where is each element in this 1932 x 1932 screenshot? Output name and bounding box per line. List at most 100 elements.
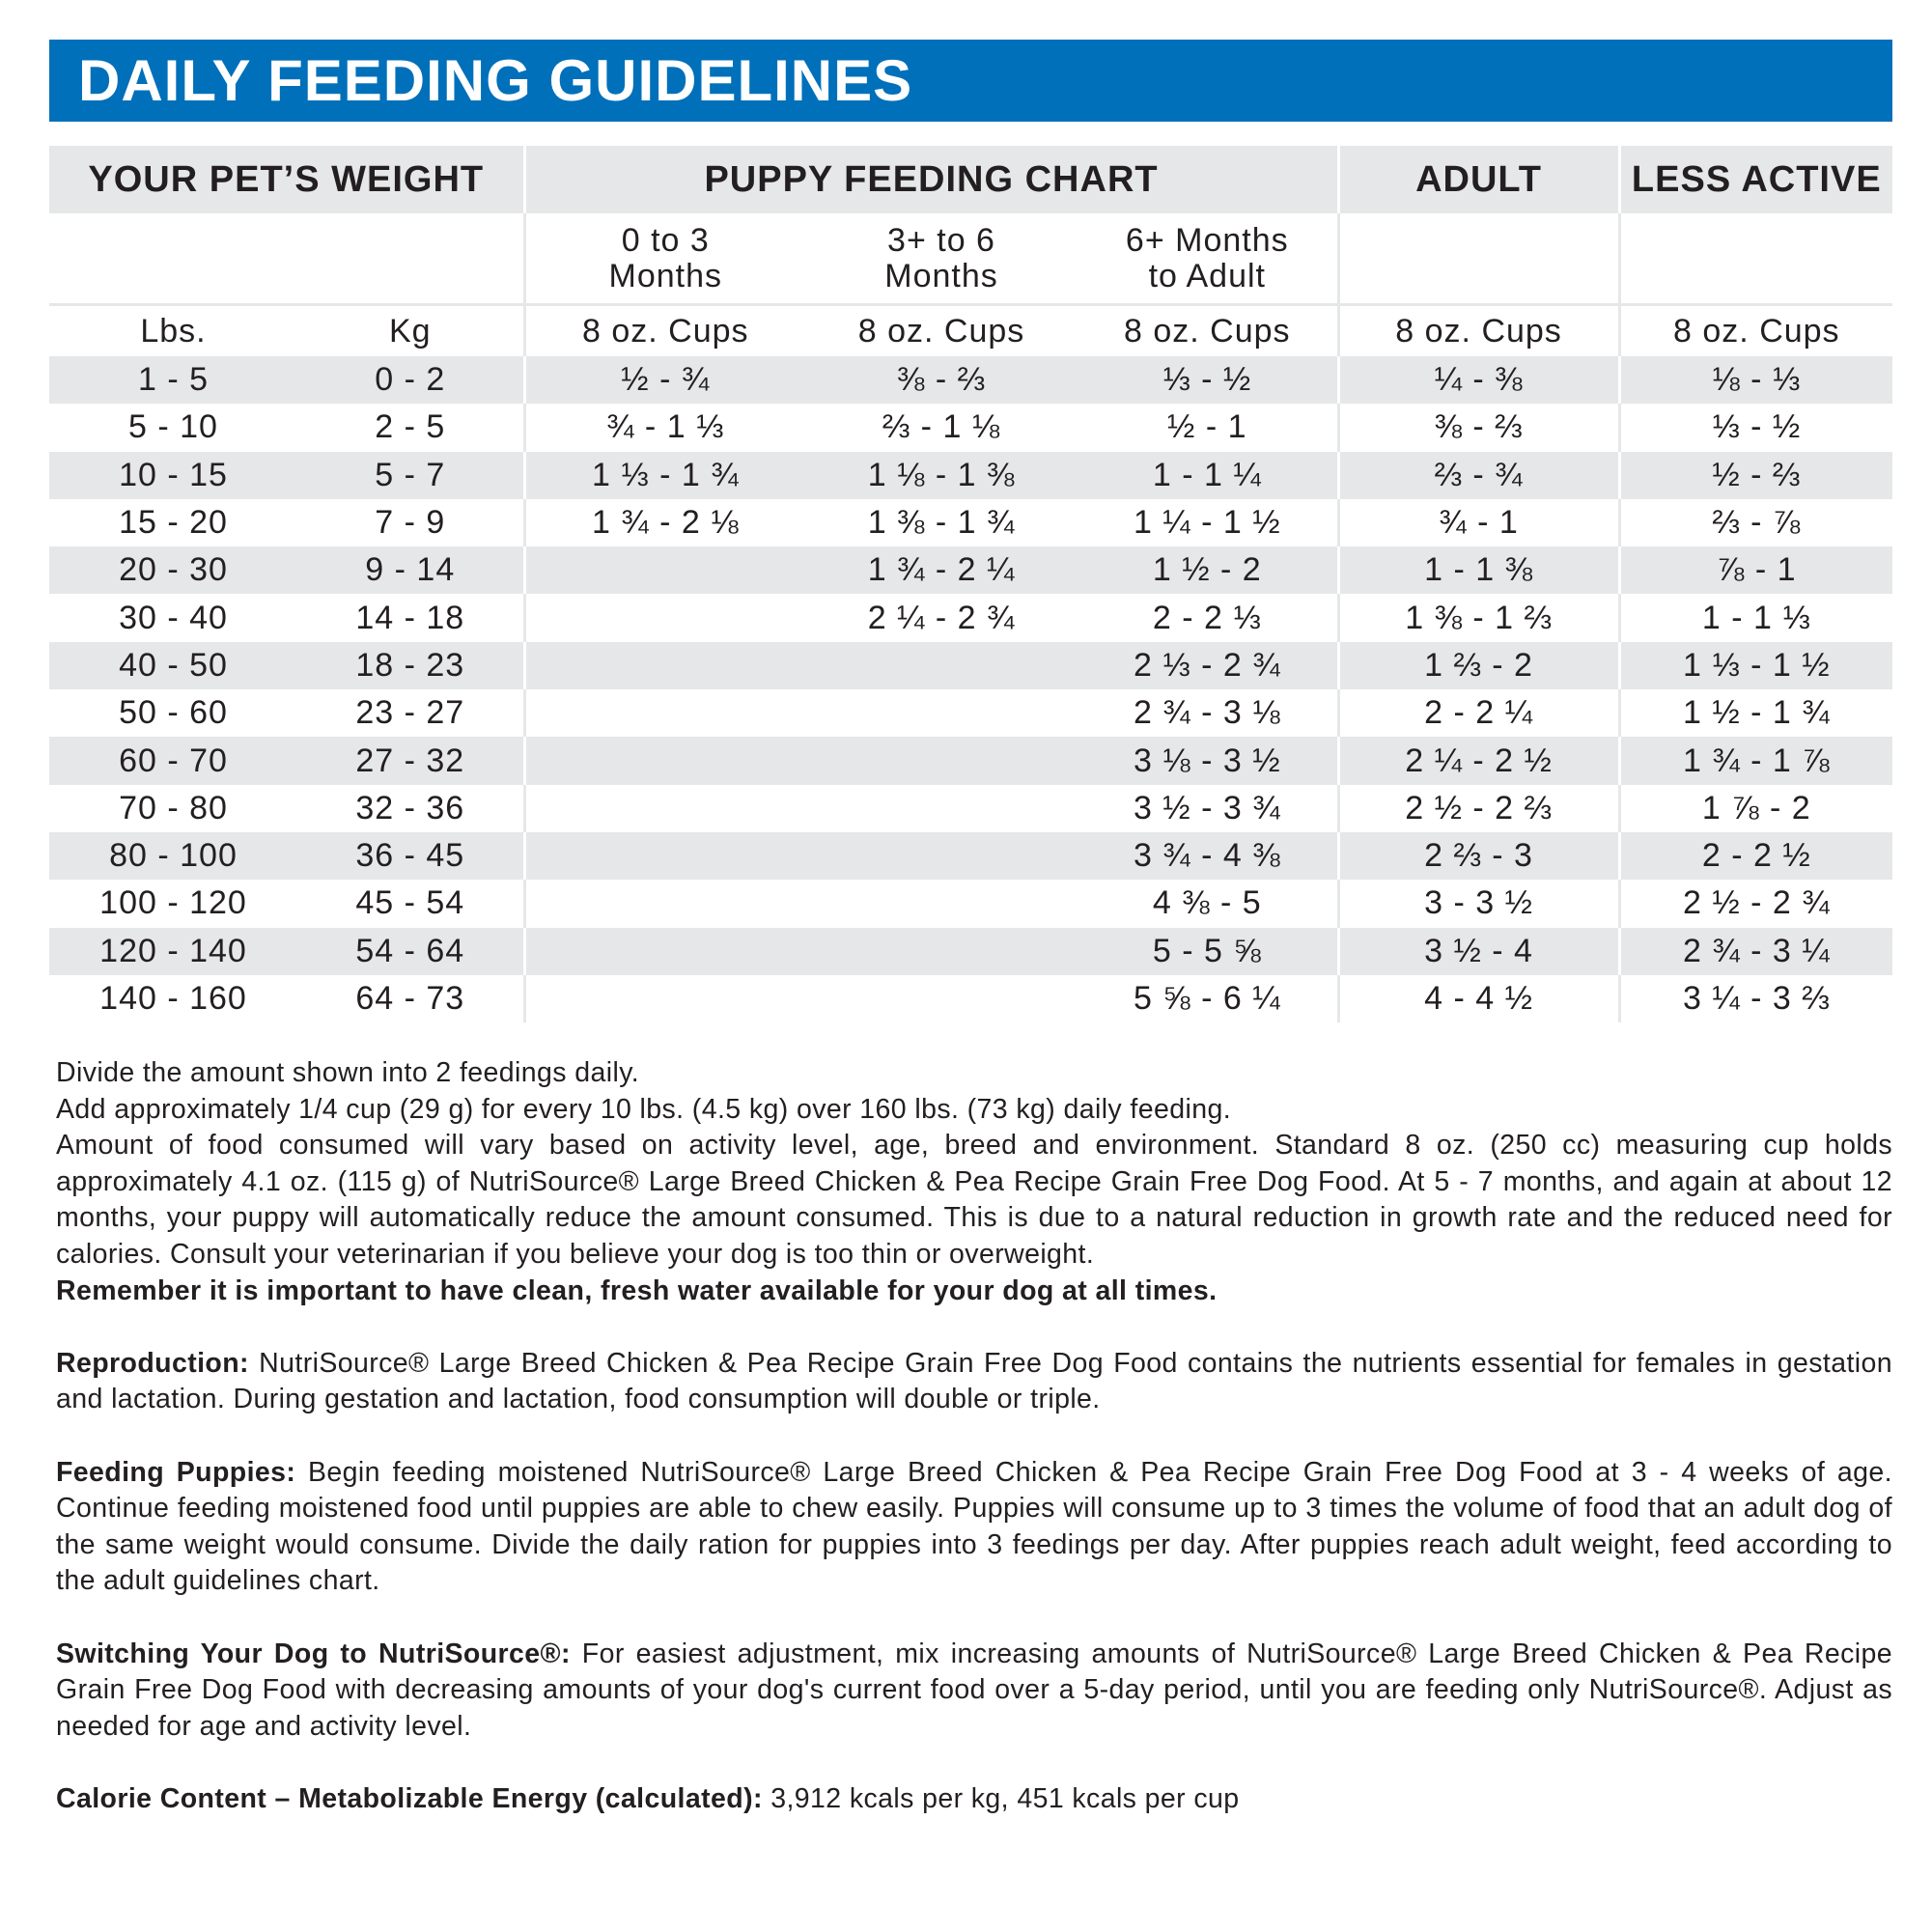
data-cell: ⅞ - 1 [1617,546,1893,595]
note-line: Amount of food consumed will vary based … [56,1130,1892,1270]
data-cell: 2 ⅓ - 2 ¾ [1078,641,1339,690]
empty-cell [805,927,1078,975]
data-cell: ½ - ⅔ [1617,451,1893,499]
empty-cell [805,689,1078,737]
data-cell: 1 ⅔ - 2 [1336,641,1620,690]
data-cell: 1 ¾ - 1 ⅞ [1617,737,1893,785]
subheader-cell: 0 to 3 Months [522,213,806,306]
subheader-cell: 6+ Months to Adult [1078,213,1339,306]
data-cell: 27 - 32 [297,737,525,785]
section: Switching Your Dog to NutriSource®: For … [56,1637,1892,1746]
empty-cell [522,831,806,881]
data-cell: 32 - 36 [355,789,465,826]
data-cell: ⅜ - ⅔ [805,356,1078,405]
data-cell: 1 ⅓ - 1 ¾ [522,451,806,499]
data-cell: ⅔ - ¾ [1336,451,1620,499]
unit-cell: 8 oz. Cups [1124,312,1291,350]
data-cell: 7 - 9 [375,504,446,542]
data-cell: 4 - 4 ½ [1336,974,1620,1023]
title: DAILY FEEDING GUIDELINES [78,48,913,113]
data-cell: 5 - 5 ⅝ [1078,927,1339,975]
empty-cell [805,975,1078,1022]
section-text: For easiest adjustment, mix increasing a… [56,1638,1892,1742]
section: Calorie Content – Metabolizable Energy (… [56,1781,1892,1818]
data-cell: 2 ¼ - 2 ¾ [867,599,1016,636]
section-text: Begin feeding moistened NutriSource® Lar… [56,1456,1892,1597]
empty-cell [522,737,806,785]
data-cell: 5 ⅝ - 6 ¼ [1133,980,1281,1017]
data-cell: 2 ⅔ - 3 [1336,831,1620,881]
data-cell: 1 - 5 [49,356,297,405]
empty-cell [522,546,806,595]
title-banner: DAILY FEEDING GUIDELINES [49,40,1892,122]
unit-cell: 8 oz. Cups [1617,304,1893,356]
data-cell: 14 - 18 [355,599,465,636]
empty-cell [522,927,806,975]
subheader-row: 0 to 3 Months 3+ to 6 Months 6+ Months to … [49,213,1893,306]
data-cell: 36 - 45 [297,831,525,881]
data-cell: 2 - 2 ¼ [1336,689,1620,738]
data-cell: 20 - 30 [49,546,297,595]
data-cell: 1 ¾ - 2 ¼ [805,546,1078,595]
section-lead: Switching Your Dog to NutriSource®: [56,1638,571,1669]
data-cell: 3 ½ - 4 [1336,927,1620,975]
section-lead: Feeding Puppies: [56,1456,296,1488]
data-cell: 1 ½ - 1 ¾ [1617,689,1893,738]
section: Reproduction: NutriSource® Large Breed C… [56,1346,1892,1418]
empty-cell [805,737,1078,785]
data-cell: 2 - 2 ⅓ [1152,599,1262,636]
data-cell: ¼ - ⅜ [1336,356,1620,405]
data-cell: 3 ¾ - 4 ⅜ [1078,831,1339,881]
data-cell: 54 - 64 [297,927,525,975]
note-line: Divide the amount shown into 2 feedings … [56,1057,640,1088]
data-cell: 2 ¾ - 3 ⅛ [1133,694,1281,732]
cell [1336,213,1620,306]
data-cell: 2 ½ - 2 ⅔ [1336,784,1620,832]
data-cell: 30 - 40 [119,599,228,636]
unit-cell: Kg [388,312,432,350]
data-cell: 140 - 160 [99,980,247,1017]
empty-cell [522,641,806,690]
data-cell: 40 - 50 [49,641,297,690]
data-cell: 1 ¾ - 2 ⅛ [522,498,806,547]
data-cell: ⅔ - 1 ⅛ [882,408,1001,446]
header-cell: LESS ACTIVE [1617,146,1893,213]
empty-cell [522,974,806,1023]
data-cell: 60 - 70 [49,737,297,785]
data-cell: 4 ⅜ - 5 [1152,884,1262,922]
data-cell: 5 - 10 [128,408,218,446]
data-cell: 1 - 1 ⅓ [1617,594,1893,642]
section-text: NutriSource® Large Breed Chicken & Pea R… [56,1347,1892,1415]
data-cell: 1 ⅛ - 1 ⅜ [805,451,1078,499]
data-cell: 3 - 3 ½ [1336,880,1620,928]
empty-cell [522,880,806,928]
data-cell: 15 - 20 [119,504,228,542]
units-row: Lbs. Kg 8 oz. Cups 8 oz. Cups 8 oz. Cups 8 oz… [49,304,1893,356]
bold-text: Remember it is important to have clean, … [56,1274,1218,1306]
data-cell: ⅛ - ⅓ [1617,356,1893,405]
section: Feeding Puppies: Begin feeding moistened… [56,1455,1892,1600]
data-cell: 1 ⅓ - 1 ½ [1617,641,1893,690]
subheader-cell: 3+ to 6 Months [805,213,1078,306]
cell [49,213,525,306]
data-cell: 10 - 15 [49,451,297,499]
empty-cell [522,689,806,738]
section-lead: Calorie Content – Metabolizable Energy (… [56,1782,763,1814]
data-cell: 18 - 23 [297,641,525,690]
data-cell: ⅓ - ½ [1078,356,1339,405]
data-cell: ¾ - 1 ⅓ [522,404,806,452]
data-cell: 1 - 1 ¼ [1078,451,1339,499]
empty-cell [805,785,1078,832]
data-cell: 2 ¾ - 3 ¼ [1617,927,1893,975]
data-cell: 5 - 7 [297,451,525,499]
data-cell: 3 ⅛ - 3 ½ [1078,737,1339,785]
note-line: Add approximately 1/4 cup (29 g) for eve… [56,1093,1232,1125]
